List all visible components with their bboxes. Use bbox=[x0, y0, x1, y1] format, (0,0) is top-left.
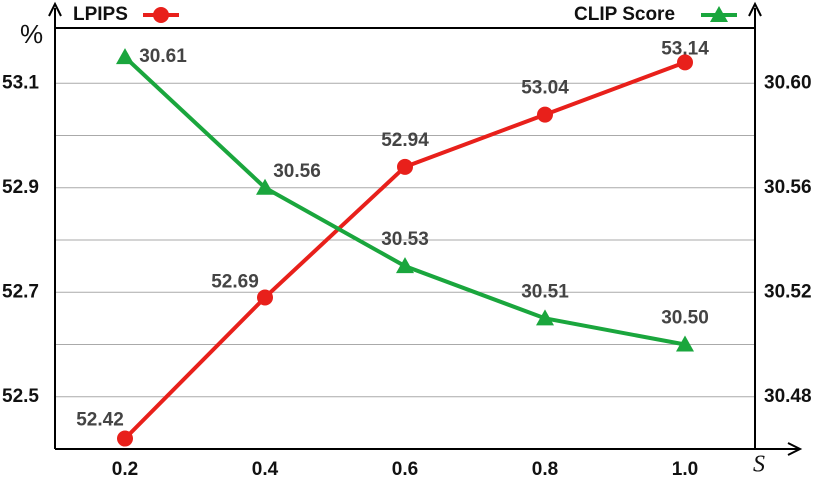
data-label: 30.56 bbox=[273, 161, 321, 182]
marker bbox=[537, 106, 553, 123]
data-label: 30.53 bbox=[381, 229, 429, 250]
legend-label: LPIPS bbox=[73, 4, 128, 25]
y2-tick-label: 30.56 bbox=[764, 177, 812, 198]
data-label: 53.04 bbox=[521, 78, 569, 99]
marker bbox=[256, 178, 274, 195]
x-tick-label: 0.2 bbox=[112, 459, 138, 480]
y2-tick-label: 30.60 bbox=[764, 72, 812, 93]
x-tick-label: 0.4 bbox=[252, 459, 279, 480]
y2-tick-label: 30.52 bbox=[764, 281, 812, 302]
data-label: 52.69 bbox=[211, 271, 259, 292]
marker bbox=[677, 54, 693, 71]
data-label: 53.14 bbox=[661, 38, 709, 59]
legend-marker bbox=[710, 6, 728, 22]
marker bbox=[257, 289, 273, 306]
marker bbox=[117, 430, 133, 447]
marker bbox=[397, 158, 413, 175]
series-line bbox=[123, 55, 686, 347]
arrow bbox=[48, 1, 62, 17]
arrow bbox=[787, 442, 803, 456]
arrow bbox=[748, 1, 762, 17]
data-label: 30.51 bbox=[521, 281, 569, 302]
y-tick-label: 52.7 bbox=[2, 281, 39, 302]
data-label: 30.50 bbox=[661, 308, 709, 329]
data-label: 52.42 bbox=[76, 410, 124, 431]
x-tick-label: 1.0 bbox=[672, 459, 698, 480]
legend-marker bbox=[153, 7, 169, 23]
y-tick-label: 52.5 bbox=[2, 386, 39, 407]
marker bbox=[396, 257, 414, 274]
y2-tick-label: 30.48 bbox=[764, 386, 812, 407]
data-label: 52.94 bbox=[381, 130, 429, 151]
y-tick-label: 52.9 bbox=[2, 177, 39, 198]
legend-label: CLIP Score bbox=[574, 4, 675, 25]
marker bbox=[676, 335, 694, 352]
x-tick-label: 0.8 bbox=[532, 459, 558, 480]
data-label: 30.61 bbox=[139, 46, 187, 67]
marker bbox=[536, 309, 554, 326]
x-tick-label: 0.6 bbox=[392, 459, 418, 480]
y-axis-label: % bbox=[20, 19, 43, 49]
series-line bbox=[123, 60, 686, 440]
x-axis-label: S bbox=[753, 452, 765, 478]
y-tick-label: 53.1 bbox=[2, 72, 39, 93]
marker bbox=[116, 48, 134, 65]
